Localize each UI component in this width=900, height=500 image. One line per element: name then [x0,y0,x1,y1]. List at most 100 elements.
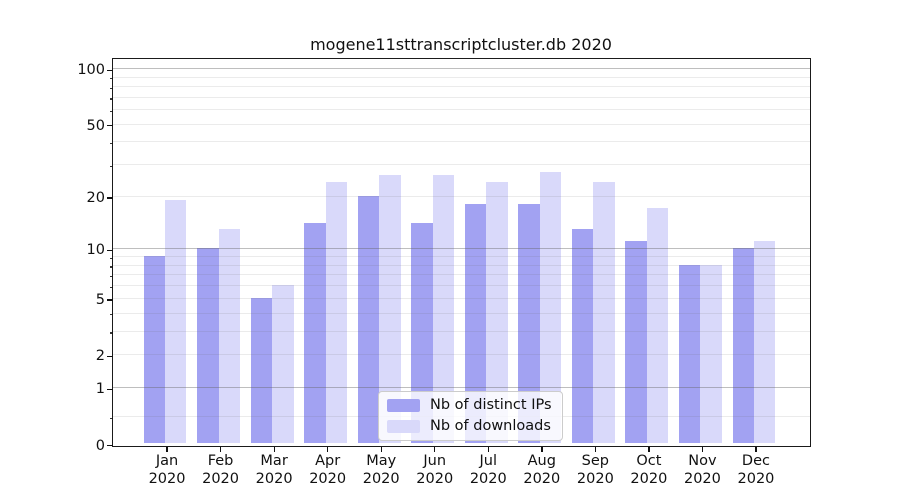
gridline-major [113,248,810,250]
bar-downloads-jul [486,181,508,444]
x-tick-year: 2020 [630,471,668,487]
y-minor-tick-mark [110,197,113,199]
bar-downloads-jan [165,199,187,444]
x-tick-label-jul: Jul 2020 [453,452,523,488]
gridline-minor [113,141,810,143]
gridline-major [113,68,810,70]
x-tick-year: 2020 [737,471,775,487]
x-tick-label-mar: Mar 2020 [239,452,309,488]
x-tick-month: Oct [636,453,662,469]
gridline-minor [113,86,810,87]
bar-downloads-oct [646,208,669,444]
gridline-minor [113,264,810,266]
bar-distinct-ips-jan [143,256,166,444]
y-tick-label: 1 [95,381,105,398]
x-tick-mark [273,446,275,452]
x-tick-mark [327,446,329,452]
bar-downloads-apr [325,181,348,444]
y-minor-tick-mark [110,314,113,316]
x-tick-label-apr: Apr 2020 [293,452,363,488]
x-tick-mark [487,446,489,452]
bar-downloads-nov [700,264,722,444]
x-tick-label-oct: Oct 2020 [614,452,684,488]
bar-downloads-aug [539,172,562,444]
y-minor-tick-mark [110,332,113,334]
x-tick-year: 2020 [255,471,293,487]
x-tick-month: Jan [155,453,179,469]
bar-downloads-dec [753,241,776,444]
legend-swatch-distinct-ips [387,399,420,412]
y-minor-tick-mark [110,125,113,127]
x-tick-mark [380,446,382,452]
bar-distinct-ips-sep [571,228,594,444]
x-tick-year: 2020 [202,471,240,487]
y-minor-tick-mark [110,266,113,268]
x-tick-month: Jul [479,453,498,469]
x-tick-mark [594,446,597,452]
x-tick-month: Feb [207,453,234,469]
bar-downloads-jun [432,175,455,444]
x-tick-mark [541,446,543,452]
bar-downloads-sep [593,181,615,444]
gridline-minor [113,285,810,287]
bar-distinct-ips-jul [464,203,487,444]
y-minor-tick-mark [110,110,113,112]
y-minor-tick-mark [110,275,113,278]
bar-distinct-ips-feb [197,248,219,444]
gridline-minor [113,312,810,314]
legend: Nb of distinct IPs Nb of downloads [378,391,563,441]
y-minor-tick-mark [110,78,113,80]
x-tick-year: 2020 [148,471,186,487]
x-tick-month: Apr [315,453,341,469]
y-minor-tick-mark [110,87,113,89]
y-tick-label: 20 [86,189,105,206]
gridline-minor [113,274,810,276]
gridline-minor [113,123,810,125]
gridline-minor [113,76,810,78]
y-tick-mark [107,445,113,447]
bar-distinct-ips-may [357,195,380,444]
x-tick-month: Nov [688,453,717,469]
gridline-minor [113,109,810,111]
bar-distinct-ips-nov [679,264,701,444]
bar-downloads-may [379,175,401,444]
gridline-major [113,387,810,389]
x-tick-label-aug: Aug 2020 [507,452,577,488]
x-tick-mark [755,446,757,452]
gridline-minor [113,297,810,299]
y-minor-tick-mark [110,299,113,301]
y-minor-tick-mark [110,286,113,288]
y-minor-tick-mark [110,355,113,357]
x-tick-label-sep: Sep 2020 [560,452,630,488]
gridline-minor [113,96,810,98]
bar-distinct-ips-aug [518,203,540,444]
legend-label-downloads: Nb of downloads [430,418,551,434]
y-minor-tick-mark [110,257,113,259]
x-tick-year: 2020 [683,471,721,487]
legend-label-distinct-ips: Nb of distinct IPs [430,397,552,413]
x-tick-mark [219,446,222,452]
x-tick-year: 2020 [309,471,347,487]
x-tick-month: May [366,453,397,469]
bar-distinct-ips-mar [250,297,273,444]
legend-item-distinct-ips: Nb of distinct IPs [387,397,552,414]
y-tick-label: 10 [86,242,105,259]
y-tick-mark [107,388,113,390]
gridline-minor [113,330,810,332]
legend-item-downloads: Nb of downloads [387,418,552,435]
x-tick-year: 2020 [469,471,507,487]
x-tick-mark [166,446,168,452]
y-minor-tick-mark [110,98,113,100]
x-tick-mark [701,446,704,452]
y-minor-tick-mark [110,417,113,419]
bar-downloads-feb [218,228,240,444]
gridline-minor [113,354,810,356]
bar-distinct-ips-apr [304,223,326,444]
x-tick-month: Dec [741,453,770,469]
x-tick-label-jan: Jan 2020 [132,452,202,488]
gridline-minor [113,195,810,197]
bar-distinct-ips-oct [625,241,647,444]
x-tick-label-dec: Dec 2020 [721,452,791,488]
gridline-minor [113,256,810,258]
